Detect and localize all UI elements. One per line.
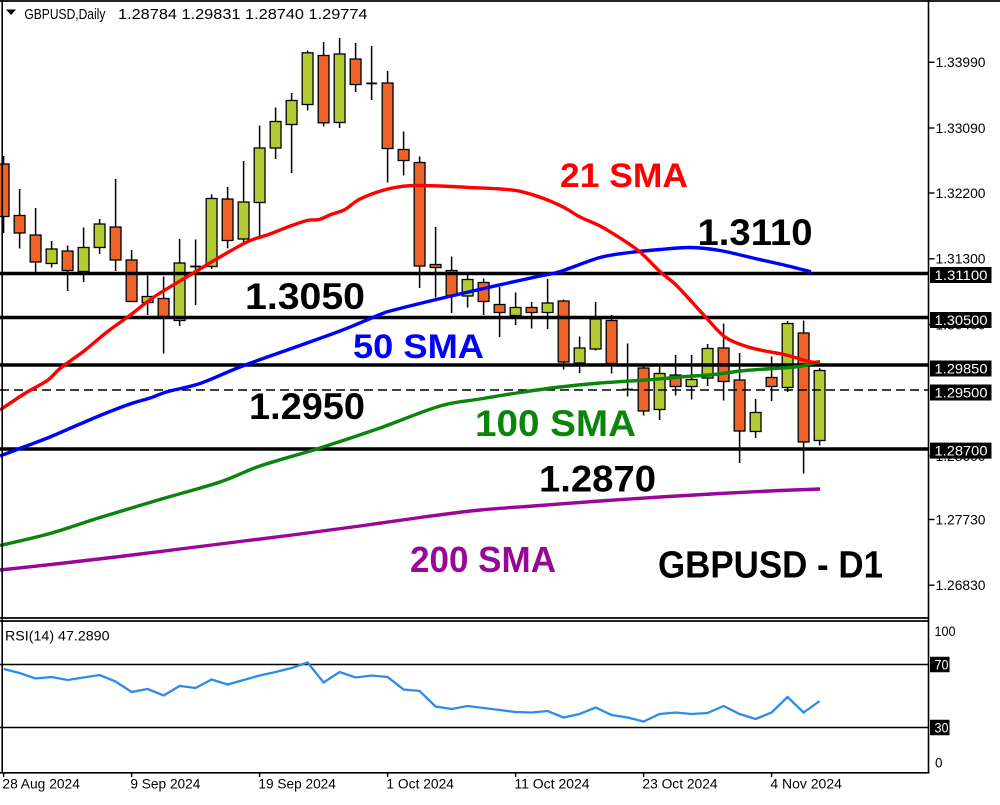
svg-text:21 SMA: 21 SMA	[560, 157, 688, 195]
svg-text:70: 70	[935, 657, 949, 672]
svg-text:30: 30	[935, 720, 949, 735]
svg-text:0: 0	[935, 756, 943, 771]
svg-text:1.29850: 1.29850	[935, 361, 988, 376]
svg-text:GBPUSD,Daily: GBPUSD,Daily	[24, 7, 106, 23]
svg-text:1.27730: 1.27730	[936, 512, 986, 527]
svg-text:200 SMA: 200 SMA	[410, 539, 556, 580]
svg-text:9 Sep 2024: 9 Sep 2024	[130, 777, 200, 792]
svg-text:23 Oct 2024: 23 Oct 2024	[642, 777, 718, 792]
svg-text:11 Oct 2024: 11 Oct 2024	[514, 777, 590, 792]
svg-text:1.28784 1.29831 1.28740 1.2977: 1.28784 1.29831 1.28740 1.29774	[118, 7, 368, 23]
svg-text:50 SMA: 50 SMA	[353, 328, 484, 366]
svg-text:1 Oct 2024: 1 Oct 2024	[386, 777, 454, 792]
svg-text:4 Nov 2024: 4 Nov 2024	[770, 777, 842, 792]
svg-text:1.32200: 1.32200	[936, 186, 986, 201]
svg-text:1.2870: 1.2870	[539, 459, 656, 500]
svg-text:28 Aug 2024: 28 Aug 2024	[2, 777, 80, 792]
svg-text:100: 100	[935, 624, 956, 639]
svg-text:GBPUSD - D1: GBPUSD - D1	[658, 545, 883, 587]
svg-text:1.31100: 1.31100	[935, 268, 988, 283]
svg-text:1.33090: 1.33090	[936, 121, 986, 136]
svg-text:1.31300: 1.31300	[936, 252, 986, 267]
svg-text:1.33990: 1.33990	[936, 55, 986, 70]
svg-text:1.29500: 1.29500	[935, 385, 988, 400]
svg-text:1.26830: 1.26830	[936, 578, 986, 593]
svg-text:19 Sep 2024: 19 Sep 2024	[258, 777, 336, 792]
svg-text:1.2950: 1.2950	[249, 386, 365, 427]
svg-text:1.3050: 1.3050	[245, 276, 365, 317]
svg-text:1.30500: 1.30500	[935, 313, 988, 328]
svg-text:RSI(14) 47.2890: RSI(14) 47.2890	[5, 629, 110, 644]
svg-text:1.3110: 1.3110	[698, 212, 813, 253]
svg-text:1.28700: 1.28700	[935, 443, 988, 458]
svg-text:100 SMA: 100 SMA	[475, 403, 636, 444]
